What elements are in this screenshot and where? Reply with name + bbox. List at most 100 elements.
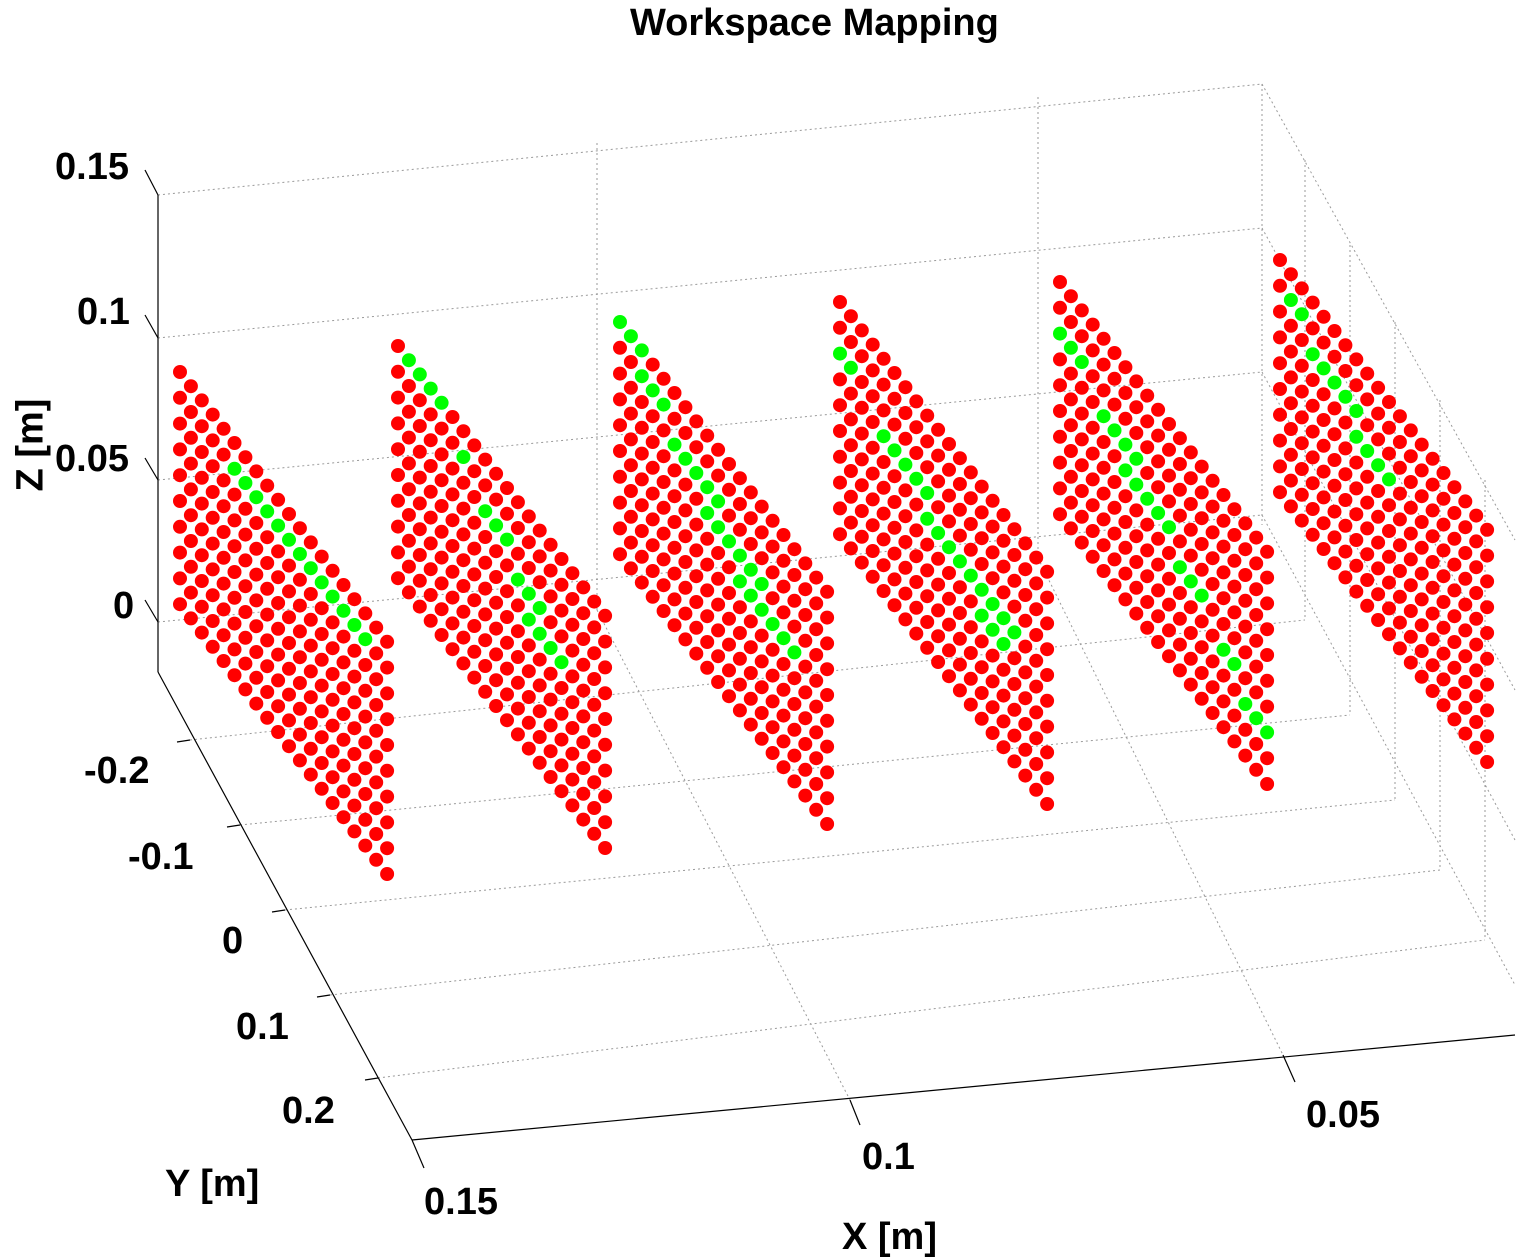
unreachable-point <box>554 681 569 695</box>
unreachable-point <box>732 626 747 640</box>
unreachable-point <box>1249 582 1264 597</box>
reachable-point <box>765 617 780 631</box>
unreachable-point <box>963 594 978 609</box>
unreachable-point <box>282 661 296 676</box>
unreachable-point <box>843 541 858 556</box>
unreachable-point <box>1129 606 1144 621</box>
unreachable-point <box>478 555 493 570</box>
unreachable-point <box>798 608 813 622</box>
unreachable-point <box>963 671 978 686</box>
unreachable-point <box>401 585 416 600</box>
unreachable-point <box>521 509 536 524</box>
unreachable-point <box>667 411 682 426</box>
unreachable-point <box>1205 602 1220 617</box>
unreachable-point <box>613 547 627 562</box>
unreachable-point <box>1425 477 1440 492</box>
unreachable-point <box>1382 524 1396 538</box>
unreachable-point <box>700 660 715 675</box>
unreachable-point <box>820 584 835 599</box>
unreachable-point <box>205 639 220 654</box>
unreachable-point <box>1129 555 1144 569</box>
unreachable-point <box>314 601 329 616</box>
unreachable-point <box>216 447 231 462</box>
unreachable-point <box>216 421 231 436</box>
unreachable-point <box>613 444 627 458</box>
unreachable-point <box>401 430 416 445</box>
y-axis-line <box>157 671 413 1141</box>
unreachable-point <box>587 620 602 635</box>
unreachable-point <box>820 739 835 754</box>
unreachable-point <box>500 481 514 495</box>
unreachable-point <box>391 468 405 482</box>
unreachable-point <box>325 796 340 810</box>
unreachable-point <box>1063 366 1078 381</box>
reachable-point <box>227 461 242 476</box>
unreachable-point <box>1107 475 1122 489</box>
unreachable-point <box>700 531 715 546</box>
unreachable-point <box>565 695 580 710</box>
unreachable-point <box>510 546 525 561</box>
unreachable-point <box>743 717 758 732</box>
reachable-point <box>1107 423 1122 438</box>
unreachable-point <box>271 725 286 739</box>
unreachable-point <box>776 528 791 542</box>
data-points <box>173 253 1495 881</box>
unreachable-point <box>1074 406 1089 421</box>
unreachable-point <box>303 767 318 782</box>
unreachable-point <box>1283 318 1298 333</box>
unreachable-point <box>689 620 704 635</box>
unreachable-point <box>1063 289 1078 304</box>
unreachable-point <box>521 664 536 679</box>
unreachable-point <box>380 712 395 727</box>
unreachable-point <box>1040 616 1055 631</box>
unreachable-point <box>743 640 758 655</box>
unreachable-point <box>1085 524 1100 538</box>
unreachable-point <box>1403 475 1418 489</box>
unreachable-point <box>576 657 591 672</box>
unreachable-point <box>227 642 242 657</box>
unreachable-point <box>645 357 660 372</box>
unreachable-point <box>1447 506 1462 520</box>
z-tick-label: 0 <box>113 585 135 627</box>
unreachable-point <box>809 751 824 766</box>
unreachable-point <box>489 621 504 636</box>
unreachable-point <box>1360 469 1375 484</box>
unreachable-point <box>1007 754 1022 769</box>
unreachable-point <box>347 592 362 607</box>
unreachable-point <box>1392 641 1407 656</box>
unreachable-point <box>500 506 514 521</box>
unreachable-point <box>347 643 362 658</box>
unreachable-point <box>1425 503 1440 518</box>
unreachable-point <box>700 635 715 649</box>
unreachable-point <box>1063 315 1078 329</box>
unreachable-point <box>876 558 891 573</box>
unreachable-point <box>1403 655 1418 670</box>
unreachable-point <box>920 589 935 604</box>
unreachable-point <box>1007 522 1022 537</box>
unreachable-point <box>500 661 514 676</box>
y-tick-label: -0.2 <box>84 750 150 792</box>
unreachable-point <box>963 620 978 635</box>
unreachable-point <box>667 489 682 504</box>
z-tick-mark <box>144 314 159 339</box>
unreachable-point <box>656 371 671 386</box>
unreachable-point <box>565 772 580 787</box>
reachable-point <box>689 466 704 480</box>
reachable-point <box>952 554 967 569</box>
unreachable-point <box>942 488 956 503</box>
unreachable-point <box>1085 343 1100 358</box>
unreachable-point <box>292 521 307 536</box>
unreachable-point <box>776 734 791 749</box>
unreachable-point <box>1227 605 1242 620</box>
unreachable-point <box>1074 535 1089 550</box>
unreachable-point <box>249 696 264 711</box>
unreachable-point <box>1238 542 1253 557</box>
unreachable-point <box>678 503 693 518</box>
unreachable-point <box>1360 418 1375 433</box>
unreachable-point <box>1172 508 1187 523</box>
reachable-point <box>711 494 726 509</box>
unreachable-point <box>1151 557 1166 572</box>
unreachable-point <box>587 775 602 790</box>
unreachable-point <box>314 678 329 693</box>
unreachable-point <box>1074 458 1089 473</box>
